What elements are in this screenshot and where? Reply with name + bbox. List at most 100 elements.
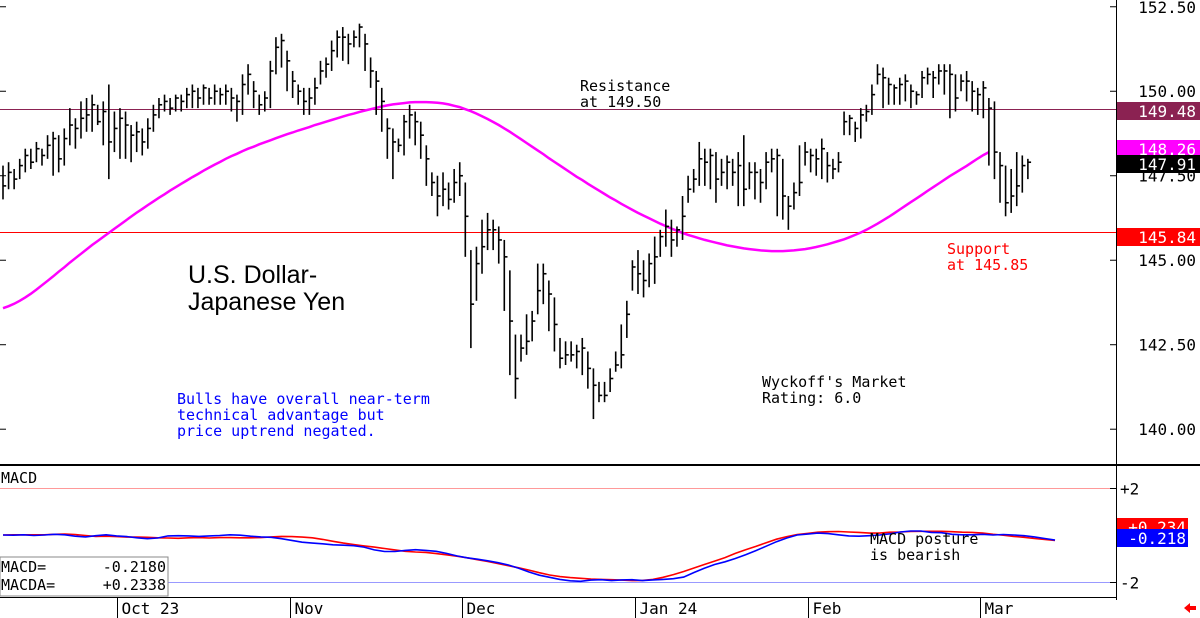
price-tag: 147.91 xyxy=(1117,155,1200,174)
time-tick-label: Feb xyxy=(813,599,842,618)
macd-readout-label: MACD= xyxy=(1,558,46,576)
price-bar xyxy=(458,162,463,197)
resistance-annotation: Resistance at 149.50 xyxy=(580,77,670,111)
price-bar xyxy=(988,98,993,166)
price-bar xyxy=(252,81,257,109)
chart-title-line-1: U.S. Dollar- xyxy=(188,261,317,289)
svg-text:147.91: 147.91 xyxy=(1138,155,1196,174)
price-bar xyxy=(174,94,179,112)
price-bar xyxy=(670,219,675,257)
price-bar xyxy=(447,182,452,210)
price-bar xyxy=(542,263,547,305)
price-bar xyxy=(937,64,942,85)
price-bar xyxy=(681,196,686,240)
price-bar xyxy=(186,87,191,109)
price-tick-label: 152.50 xyxy=(1138,0,1196,17)
support-value: at 145.85 xyxy=(947,256,1028,274)
price-bar xyxy=(347,33,352,65)
price-bar xyxy=(319,60,324,85)
svg-text:145.84: 145.84 xyxy=(1138,228,1196,247)
price-bar xyxy=(202,84,207,105)
rating-annotation: Wyckoff's Market Rating: 6.0 xyxy=(762,373,907,407)
price-bar xyxy=(57,135,62,173)
price-bar xyxy=(737,152,742,207)
price-bar xyxy=(163,94,168,112)
price-bar xyxy=(514,334,519,399)
price-bar xyxy=(330,40,335,71)
time-tick-label: Mar xyxy=(985,599,1014,618)
price-bar xyxy=(108,84,113,180)
price-bar xyxy=(392,128,397,180)
price-bar xyxy=(692,168,697,193)
price-bar xyxy=(258,94,263,115)
price-bar xyxy=(570,341,575,362)
price-bar xyxy=(280,33,285,68)
price-bar xyxy=(871,84,876,115)
price-bar xyxy=(509,270,514,376)
commentary-annotation: Bulls have overall near-term technical a… xyxy=(177,390,430,440)
price-bar xyxy=(431,172,436,197)
price-bar xyxy=(1015,152,1020,207)
macd-series-line xyxy=(2,530,1056,583)
price-bar xyxy=(275,37,280,75)
price-bar xyxy=(709,148,714,190)
price-bar xyxy=(525,314,530,355)
price-bar xyxy=(453,168,458,203)
price-bar xyxy=(960,74,965,92)
rating-label: Wyckoff's Market xyxy=(762,373,907,391)
price-bar xyxy=(18,158,23,180)
price-bar xyxy=(2,165,7,200)
time-tick-label: Dec xyxy=(467,599,496,618)
price-bar xyxy=(548,280,553,332)
price-bar xyxy=(832,158,837,180)
price-bar xyxy=(759,168,764,203)
price-bar xyxy=(1021,155,1026,193)
price-bar xyxy=(954,74,959,112)
price-bar xyxy=(603,381,608,403)
time-tick-label: Nov xyxy=(295,599,324,618)
price-bar xyxy=(932,70,937,99)
commentary-line-1: Bulls have overall near-term xyxy=(177,390,430,408)
chart-title-line-2: Japanese Yen xyxy=(188,288,345,316)
price-bar xyxy=(180,94,185,112)
price-bar xyxy=(414,111,419,146)
price-bar xyxy=(820,138,825,180)
price-bar xyxy=(308,87,313,115)
price-bar xyxy=(848,114,853,136)
price-bar xyxy=(587,351,592,389)
macda-readout-value: +0.2338 xyxy=(103,576,166,594)
price-tick-label: 142.50 xyxy=(1138,336,1196,355)
left-arrow-icon[interactable] xyxy=(1184,603,1196,613)
price-bar xyxy=(770,148,775,173)
price-bar xyxy=(614,351,619,372)
price-bar xyxy=(793,182,798,210)
price-bar xyxy=(470,250,475,349)
price-bar xyxy=(247,64,252,95)
price-bar xyxy=(497,226,502,264)
price-bar xyxy=(46,135,51,159)
price-bar xyxy=(815,148,820,176)
price-bar xyxy=(353,30,358,48)
time-tick-label: Jan 24 xyxy=(640,599,698,618)
price-bar xyxy=(598,381,603,403)
price-bar xyxy=(531,310,536,342)
price-bar xyxy=(804,141,809,166)
commentary-line-2: technical advantage but xyxy=(177,406,385,424)
price-bar xyxy=(787,196,792,230)
macd-tags: +0.234-0.218 xyxy=(1117,518,1188,548)
price-bar xyxy=(358,23,363,48)
price-bar xyxy=(302,87,307,115)
price-bar xyxy=(898,77,903,105)
macd-lines xyxy=(2,530,1056,583)
support-resistance-lines xyxy=(0,109,1116,233)
price-bar xyxy=(69,108,74,146)
price-bar xyxy=(564,341,569,365)
price-bar xyxy=(291,70,296,99)
price-bar xyxy=(158,98,163,119)
price-bar xyxy=(553,297,558,352)
price-bars xyxy=(2,23,1032,420)
moving-average xyxy=(2,100,990,310)
price-bar xyxy=(720,158,725,186)
